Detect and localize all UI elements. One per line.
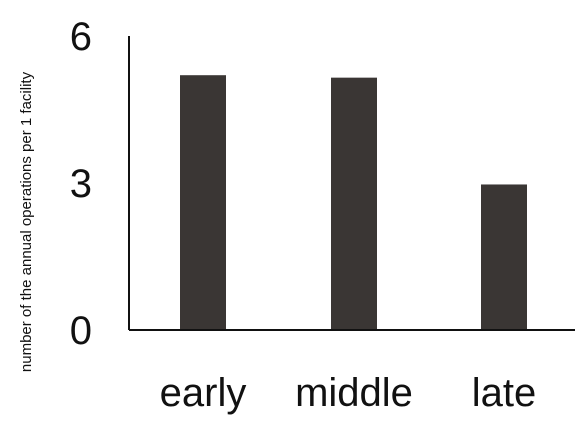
y-axis-label: number of the annual operations per 1 fa… — [18, 71, 35, 372]
x-category-label: middle — [295, 371, 413, 415]
bar-middle — [331, 77, 377, 331]
y-tick-label: 3 — [70, 162, 92, 206]
x-category-label: late — [472, 371, 537, 415]
y-tick-label: 6 — [70, 15, 92, 59]
bar-late — [481, 184, 527, 330]
bar-early — [180, 75, 226, 330]
y-tick-label: 0 — [70, 309, 92, 353]
x-category-label: early — [160, 371, 247, 415]
